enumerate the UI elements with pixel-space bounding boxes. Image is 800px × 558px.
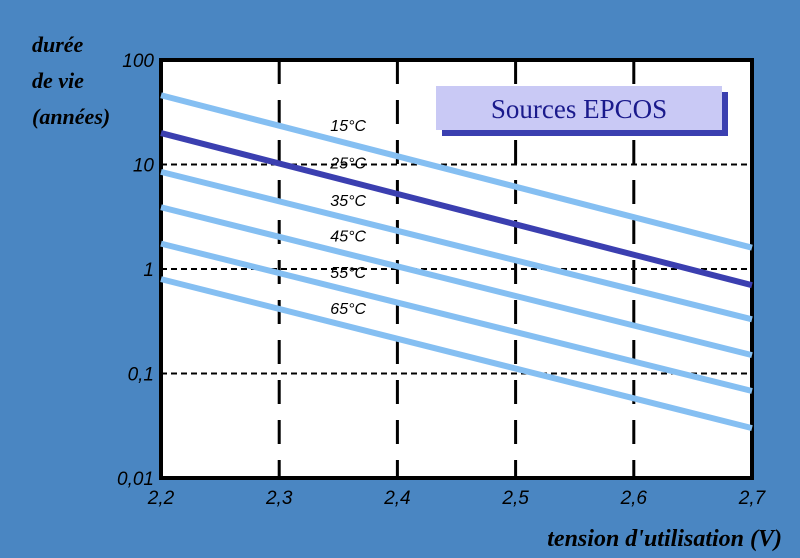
y-tick-label: 10 bbox=[133, 156, 155, 177]
series-label-1: 25°C bbox=[329, 156, 366, 173]
y-axis-label-line2: de vie bbox=[32, 68, 84, 93]
y-tick-label: 100 bbox=[122, 51, 154, 72]
series-labels: 15°C 25°C 35°C 45°C 55°C 65°C bbox=[329, 118, 366, 318]
series-label-5: 65°C bbox=[330, 301, 366, 318]
x-tick-label: 2,7 bbox=[738, 488, 767, 509]
x-tick-label: 2,5 bbox=[501, 488, 529, 509]
y-tick-label: 1 bbox=[143, 260, 154, 281]
y-tick-label: 0,01 bbox=[117, 469, 154, 490]
x-axis-label: tension d'utilisation (V) bbox=[547, 526, 782, 552]
series-label-2: 35°C bbox=[330, 193, 366, 210]
series-line-1 bbox=[160, 130, 753, 289]
series-line-5 bbox=[160, 276, 753, 432]
series-line-0 bbox=[160, 92, 753, 251]
series-line-4 bbox=[160, 240, 753, 394]
y-axis-label-line1: durée bbox=[32, 32, 84, 57]
x-tick-label: 2,2 bbox=[147, 488, 175, 509]
series-group bbox=[160, 92, 753, 432]
source-annotation: Sources EPCOS bbox=[491, 94, 667, 124]
series-label-3: 45°C bbox=[330, 229, 366, 246]
y-axis-label-line3: (années) bbox=[32, 104, 110, 129]
series-line-3 bbox=[160, 204, 753, 359]
series-label-0: 15°C bbox=[330, 118, 366, 135]
x-tick-label: 2,4 bbox=[383, 488, 410, 509]
series-line-2 bbox=[160, 168, 753, 323]
x-tick-label: 2,3 bbox=[265, 488, 293, 509]
source-annotation-box: Sources EPCOS bbox=[436, 86, 728, 136]
series-label-4: 55°C bbox=[330, 265, 366, 282]
x-tick-labels: 2,2 2,3 2,4 2,5 2,6 2,7 bbox=[147, 488, 767, 509]
x-tick-label: 2,6 bbox=[620, 488, 648, 509]
source-box bbox=[436, 86, 722, 130]
y-tick-labels: 0,01 0,1 1 10 100 bbox=[117, 51, 154, 490]
y-tick-label: 0,1 bbox=[128, 365, 154, 386]
